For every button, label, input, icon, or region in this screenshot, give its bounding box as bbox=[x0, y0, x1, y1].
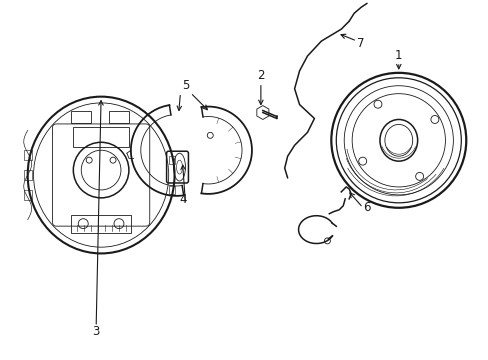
Text: 6: 6 bbox=[363, 201, 370, 214]
Bar bbox=[168, 156, 174, 164]
Bar bbox=[24, 170, 32, 180]
Bar bbox=[24, 150, 32, 160]
Text: 3: 3 bbox=[92, 325, 100, 338]
Bar bbox=[168, 186, 174, 194]
Text: 1: 1 bbox=[394, 49, 402, 63]
Bar bbox=[71, 215, 131, 233]
Text: 4: 4 bbox=[180, 193, 187, 206]
Text: 7: 7 bbox=[357, 37, 364, 50]
Bar bbox=[71, 111, 91, 123]
Bar bbox=[109, 111, 129, 123]
Bar bbox=[24, 190, 32, 200]
Bar bbox=[73, 127, 129, 147]
Text: 5: 5 bbox=[182, 79, 189, 92]
Text: 2: 2 bbox=[257, 69, 264, 82]
